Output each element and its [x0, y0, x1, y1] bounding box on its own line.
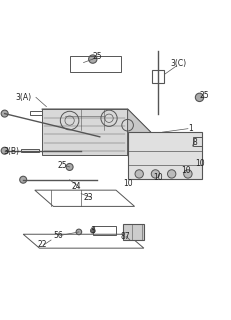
Bar [192, 137, 201, 146]
Circle shape [1, 147, 8, 154]
Bar [92, 226, 116, 236]
Text: 10: 10 [180, 166, 190, 175]
Circle shape [20, 176, 27, 183]
Circle shape [66, 164, 73, 171]
Text: 24: 24 [71, 182, 81, 191]
Text: 3(A): 3(A) [15, 93, 31, 102]
Bar [151, 69, 163, 84]
Text: 10: 10 [152, 173, 162, 182]
Text: 23: 23 [83, 193, 93, 202]
Bar [69, 56, 120, 72]
Text: 56: 56 [53, 231, 63, 240]
Text: 25: 25 [58, 161, 67, 170]
Text: 3(C): 3(C) [170, 59, 186, 68]
Text: 10: 10 [194, 159, 204, 168]
Text: 25: 25 [92, 52, 102, 61]
Bar [127, 132, 201, 179]
Circle shape [88, 55, 97, 63]
Polygon shape [127, 109, 150, 179]
Bar [122, 224, 143, 240]
Bar [21, 148, 39, 152]
Circle shape [183, 170, 191, 178]
Circle shape [90, 228, 95, 233]
Circle shape [134, 170, 143, 178]
Text: 22: 22 [37, 240, 46, 249]
Text: 3(B): 3(B) [4, 148, 19, 156]
Circle shape [1, 110, 8, 117]
Text: 25: 25 [198, 91, 208, 100]
Polygon shape [42, 109, 127, 155]
Text: 8: 8 [192, 138, 196, 147]
Polygon shape [42, 109, 150, 132]
Text: 10: 10 [122, 179, 132, 188]
Bar [30, 111, 49, 115]
Circle shape [76, 229, 81, 235]
Text: 1: 1 [187, 124, 192, 133]
Circle shape [167, 170, 175, 178]
Text: 8: 8 [90, 226, 95, 235]
Circle shape [151, 170, 159, 178]
Circle shape [195, 93, 203, 101]
Text: 87: 87 [120, 232, 130, 241]
